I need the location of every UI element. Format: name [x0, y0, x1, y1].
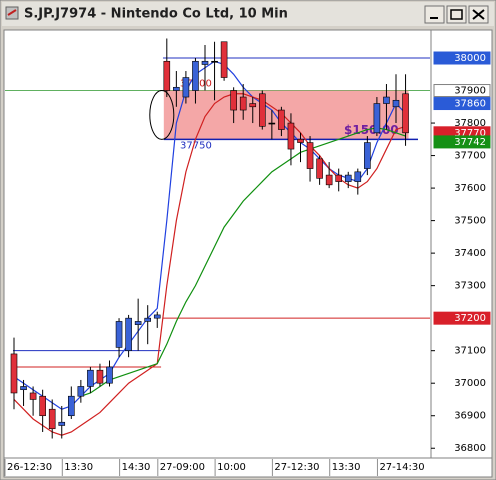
price-tag	[433, 311, 491, 325]
candle-body	[192, 60, 199, 91]
y-tick-label: 37000	[454, 378, 486, 389]
window-buttons	[424, 5, 489, 24]
candle-body	[383, 96, 390, 104]
maximize-glyph	[450, 9, 463, 20]
candle-body	[278, 109, 285, 130]
x-tick-label: 10:00	[217, 462, 246, 473]
y-tick-label: 37600	[454, 183, 486, 194]
price-tag-label: 37900	[454, 86, 486, 97]
candle-body	[297, 139, 304, 143]
candle-body	[39, 395, 46, 417]
candle-body	[115, 321, 123, 348]
price-tag-label: 37742	[454, 137, 486, 148]
candle-body	[239, 96, 247, 111]
x-tick-label: 27-14:30	[379, 462, 424, 473]
candle-body	[344, 174, 352, 182]
candle-body	[201, 60, 209, 65]
candle-body	[325, 174, 333, 186]
y-tick-label: 37300	[454, 281, 486, 292]
candle-body	[10, 353, 18, 394]
candle-body	[268, 122, 276, 125]
price-tag	[433, 135, 491, 149]
candle-body	[306, 142, 314, 169]
candle-body	[402, 93, 409, 134]
candle-body	[335, 174, 343, 182]
x-tick-label: 13:30	[332, 462, 361, 473]
chart-title: S.JP.J7974 - Nintendo Co Ltd, 10 Min	[24, 7, 288, 22]
candle-body	[354, 171, 362, 182]
candle-body	[182, 77, 190, 98]
candle-body	[373, 103, 381, 134]
minimize-button[interactable]	[424, 5, 445, 24]
price-tag-label: 37860	[454, 99, 486, 110]
price-tag	[433, 97, 491, 111]
y-tick-label: 36900	[454, 411, 486, 422]
candle-body	[220, 41, 228, 78]
price-tag-label: 37200	[454, 313, 486, 324]
maximize-button[interactable]	[446, 5, 467, 24]
candle-body	[173, 86, 180, 91]
candle-body	[163, 60, 171, 91]
range-handle	[149, 90, 175, 140]
candle-body	[106, 366, 113, 384]
y-tick-label: 37700	[454, 151, 486, 162]
candle-body	[125, 317, 132, 351]
y-tick-label: 37100	[454, 346, 486, 357]
price-tag	[433, 84, 491, 98]
range-box	[163, 90, 409, 140]
x-tick-label: 26-12:30	[7, 462, 52, 473]
candle-body	[230, 90, 237, 111]
candle-body	[364, 142, 371, 169]
candle-body	[48, 408, 56, 430]
x-tick-label: 27-12:30	[274, 462, 319, 473]
price-tag-label: 37770	[454, 128, 486, 139]
candle-body	[258, 93, 266, 127]
candle-body	[58, 421, 66, 426]
y-tick-label: 37500	[454, 216, 486, 227]
candle-body	[249, 103, 257, 108]
candle-body	[211, 60, 218, 63]
candle-body	[29, 392, 37, 400]
x-tick-label: 14:30	[122, 462, 151, 473]
price-tag	[433, 51, 491, 65]
candle-body	[287, 122, 295, 150]
price-tag-label: 38000	[454, 53, 486, 64]
x-tick-label: 13:30	[64, 462, 93, 473]
y-tick-label: 37400	[454, 248, 486, 259]
candle-body	[392, 99, 400, 108]
close-glyph	[472, 9, 485, 20]
moving-average-line	[80, 127, 406, 397]
candle-body	[87, 369, 94, 387]
candle-body	[153, 314, 161, 319]
y-tick-label: 37800	[454, 118, 486, 129]
candle-body	[68, 395, 75, 417]
candle-body	[316, 158, 323, 179]
range-bottom-label: 37750	[180, 140, 212, 151]
candle-body	[77, 386, 85, 397]
candle-body	[20, 386, 27, 391]
candle-body	[96, 369, 104, 384]
candle-body	[144, 317, 151, 322]
y-tick-label: 36800	[454, 443, 486, 454]
window-icon-line	[7, 9, 17, 16]
x-tick-label: 27-09:00	[160, 462, 205, 473]
title-bar	[2, 2, 494, 26]
candle-body	[134, 321, 142, 325]
